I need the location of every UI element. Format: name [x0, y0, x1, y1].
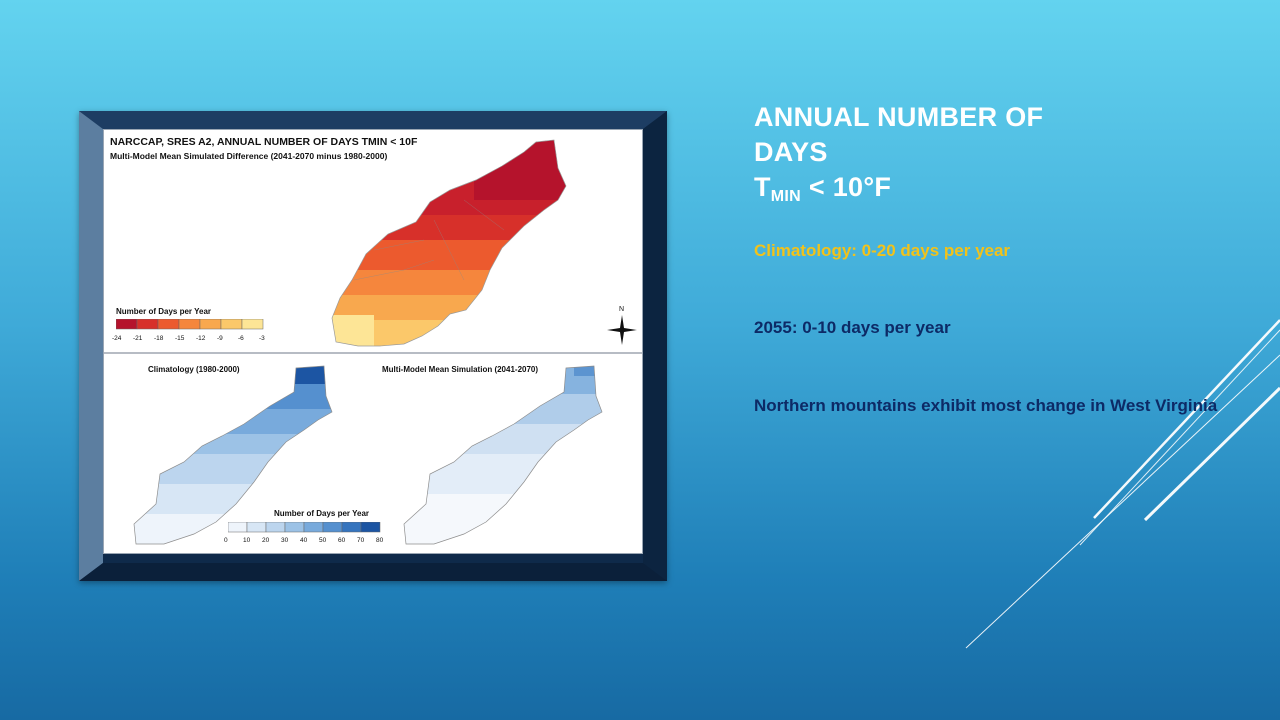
left-map-label: Climatology (1980-2000) [148, 365, 240, 374]
top-legend-tick-label: -6 [238, 335, 244, 342]
top-legend-tick-label: -21 [133, 335, 143, 342]
bottom-legend-tick-label: 70 [357, 537, 365, 544]
difference-map [331, 139, 567, 347]
bottom-legend-swatch [265, 522, 286, 533]
picture-frame: NARCCAP, SRES A2, ANNUAL NUMBER OF DAYS … [79, 111, 667, 581]
bottom-legend-swatch [341, 522, 362, 533]
top-legend-swatch [157, 319, 180, 330]
bullet-climatology: Climatology: 0-20 days per year [754, 241, 1011, 260]
title-line-1: ANNUAL NUMBER OF [754, 102, 1044, 132]
top-legend-title: Number of Days per Year [116, 307, 212, 316]
compass-icon [607, 315, 637, 345]
top-legend-swatch [241, 319, 264, 330]
bottom-legend-tick-label: 0 [224, 537, 228, 544]
top-legend-tick-label: -18 [154, 335, 164, 342]
bottom-legend-tick-label: 60 [338, 537, 346, 544]
bottom-legend-swatch [303, 522, 324, 533]
climatology-maps [133, 365, 603, 545]
bottom-legend-tick-label: 30 [281, 537, 289, 544]
top-legend-tick-label: -15 [175, 335, 185, 342]
bullet-2055: 2055: 0-10 days per year [754, 318, 951, 337]
title-line-3: TMIN < 10°F [754, 170, 1114, 214]
bottom-legend-tick-label: 40 [300, 537, 308, 544]
bottom-legend-tick-label: 50 [319, 537, 327, 544]
top-legend-swatch [136, 319, 159, 330]
top-legend-tick-label: -24 [112, 335, 122, 342]
top-legend-swatch [178, 319, 201, 330]
title-t: T [754, 172, 771, 202]
bottom-legend-swatch [360, 522, 381, 533]
climate-figure: NARCCAP, SRES A2, ANNUAL NUMBER OF DAYS … [103, 129, 643, 554]
frame-bevel [79, 111, 667, 581]
title-line-2: DAYS [754, 137, 828, 167]
right-map-label: Multi-Model Mean Simulation (2041-2070) [382, 365, 539, 374]
slide-title: ANNUAL NUMBER OF DAYS TMIN < 10°F [754, 100, 1114, 214]
difference-map-panel: NARCCAP, SRES A2, ANNUAL NUMBER OF DAYS … [104, 130, 642, 354]
top-legend-colorbar [116, 319, 264, 330]
climatology-panel: Climatology (1980-2000) Multi-Model Mean… [104, 354, 642, 553]
top-legend-tick-label: -12 [196, 335, 206, 342]
top-legend-swatch [199, 319, 222, 330]
north-label: N [619, 306, 625, 313]
bottom-legend-tick-label: 80 [376, 537, 384, 544]
top-legend-tick-label: -9 [217, 335, 223, 342]
bottom-legend-swatch [246, 522, 267, 533]
bottom-legend-swatch [228, 522, 248, 533]
figure-subtitle: Multi-Model Mean Simulated Difference (2… [110, 151, 388, 161]
title-min-subscript: MIN [770, 188, 802, 205]
bottom-legend-swatch [284, 522, 305, 533]
bottom-legend-swatch [322, 522, 343, 533]
top-legend-swatch [116, 319, 138, 330]
bullet-northern-mountains: Northern mountains exhibit most change i… [754, 396, 1218, 415]
title-threshold: < 10°F [801, 172, 892, 202]
bottom-legend-colorbar [228, 522, 381, 533]
figure-title: NARCCAP, SRES A2, ANNUAL NUMBER OF DAYS … [110, 136, 418, 148]
bottom-legend-tick-label: 20 [262, 537, 270, 544]
top-legend-tick-label: -3 [259, 335, 265, 342]
bottom-legend-title: Number of Days per Year [274, 509, 370, 518]
top-legend-swatch [220, 319, 243, 330]
bottom-legend-tick-label: 10 [243, 537, 251, 544]
